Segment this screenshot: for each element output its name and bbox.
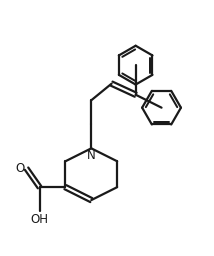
- Text: OH: OH: [31, 213, 49, 226]
- Text: O: O: [15, 162, 25, 175]
- Text: N: N: [87, 149, 96, 162]
